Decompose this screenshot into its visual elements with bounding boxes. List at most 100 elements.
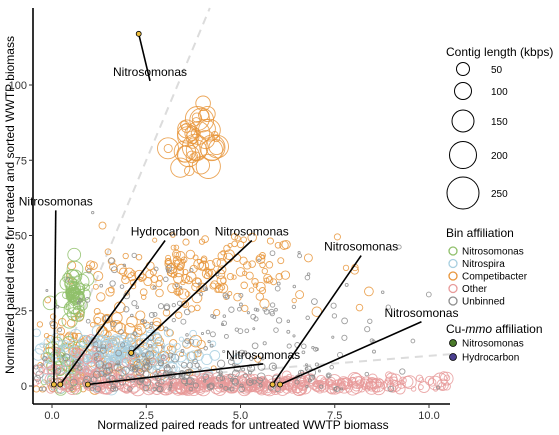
data-point: [127, 386, 133, 392]
data-point: [113, 363, 122, 372]
data-point: [251, 379, 257, 385]
axes-layer: [32, 8, 450, 405]
data-point: [185, 150, 199, 164]
data-point: [90, 386, 95, 392]
data-point: [231, 240, 238, 248]
data-point: [130, 381, 146, 397]
data-point: [189, 268, 194, 273]
data-point: [178, 336, 184, 342]
highlight-point: [50, 381, 57, 388]
cu-mmo-legend-swatch: [449, 353, 457, 361]
data-point: [194, 362, 200, 368]
annotations-layer: Nitrosomonas Nitrosomonas Hydrocarbon Nitro…: [19, 30, 458, 388]
data-point: [314, 362, 319, 367]
data-point: [270, 278, 278, 286]
data-point: [146, 384, 156, 394]
data-point: [248, 260, 256, 268]
annotation-label: Nitrosomonas: [19, 194, 93, 208]
data-point: [181, 377, 189, 385]
data-point: [115, 349, 122, 357]
cu-mmo-legend-label: Hydrocarbon: [462, 353, 519, 364]
data-point: [194, 381, 206, 393]
data-point: [109, 280, 116, 287]
data-point: [274, 385, 281, 393]
data-point: [69, 378, 78, 387]
data-point: [227, 373, 233, 379]
data-point: [273, 327, 279, 333]
data-point: [181, 133, 209, 161]
data-point: [135, 310, 146, 321]
data-point: [170, 232, 176, 238]
data-point: [155, 288, 164, 298]
data-point: [313, 346, 319, 352]
data-point: [190, 128, 201, 139]
data-point: [202, 286, 208, 292]
data-point: [78, 334, 91, 347]
data-point: [154, 374, 162, 381]
data-point: [91, 210, 95, 215]
data-point: [257, 258, 261, 262]
data-point: [330, 302, 337, 309]
data-point: [319, 384, 324, 389]
data-point: [173, 342, 181, 350]
data-point: [277, 257, 285, 265]
data-point: [364, 371, 370, 377]
data-point: [191, 117, 201, 126]
data-point: [100, 347, 107, 354]
data-point: [344, 282, 349, 287]
data-point: [425, 291, 432, 298]
data-point: [167, 283, 178, 294]
annotation-leader-line: [53, 210, 57, 385]
annotation-leader-line: [279, 321, 422, 386]
bin-legend-label: Competibacter: [462, 272, 528, 283]
data-point: [135, 354, 140, 358]
annotation-label: Nitrosomonas: [215, 225, 289, 239]
data-point: [442, 382, 451, 391]
data-point: [375, 378, 385, 388]
data-point: [157, 359, 165, 367]
data-point: [184, 165, 195, 177]
data-point: [366, 376, 378, 389]
data-point: [86, 268, 92, 274]
data-point: [143, 276, 153, 287]
data-point: [205, 134, 229, 159]
highlight-point: [57, 381, 64, 388]
data-point: [130, 270, 136, 276]
data-point: [50, 350, 62, 362]
data-point: [213, 308, 221, 317]
data-point: [118, 377, 126, 386]
data-point: [197, 282, 201, 286]
x-tick-label: 5.0: [233, 410, 248, 422]
data-point: [389, 385, 397, 393]
data-point: [185, 249, 196, 260]
data-point: [76, 300, 81, 305]
cu-mmo-legend-items: Nitrosomonas Hydrocarbon: [449, 339, 524, 364]
data-point: [72, 302, 81, 311]
data-point: [100, 329, 110, 339]
x-tick-label: 0.0: [44, 410, 59, 422]
data-point: [71, 332, 78, 339]
data-point: [253, 307, 258, 312]
data-point: [167, 352, 174, 359]
data-point: [238, 349, 246, 357]
data-point: [292, 334, 296, 338]
data-point: [329, 364, 334, 370]
data-point: [94, 385, 102, 393]
data-point: [45, 289, 49, 292]
data-point: [340, 387, 344, 391]
data-point: [243, 350, 248, 355]
data-point: [262, 341, 267, 346]
data-point: [275, 317, 283, 324]
data-point: [120, 342, 126, 348]
y-tick-label: 25: [15, 306, 27, 318]
data-point: [209, 331, 216, 338]
data-point: [227, 358, 235, 366]
data-point: [262, 306, 268, 312]
data-point: [175, 311, 183, 319]
data-point: [52, 351, 67, 366]
data-point: [331, 313, 338, 319]
data-point: [271, 364, 276, 369]
data-point: [269, 302, 276, 308]
data-point: [171, 302, 176, 308]
data-point: [341, 334, 348, 341]
